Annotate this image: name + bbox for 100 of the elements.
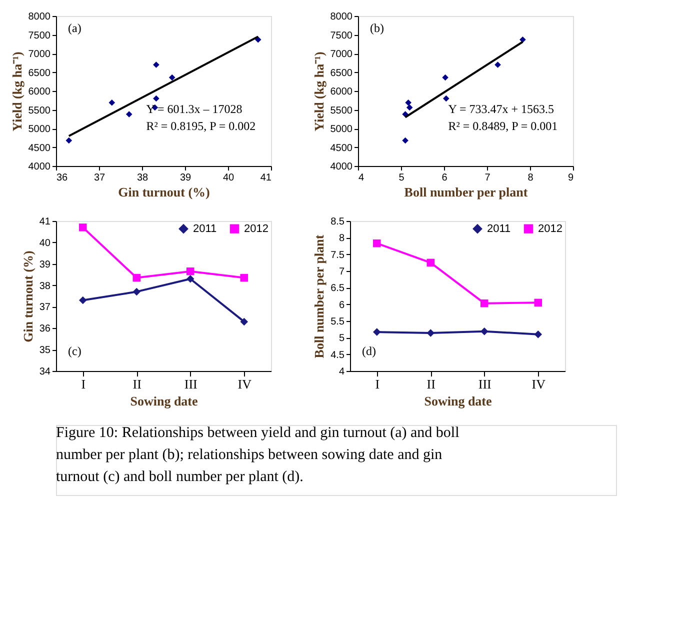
y-tick-label: 6000	[330, 86, 353, 98]
x-tick-label: I	[375, 376, 380, 392]
x-tick-label: IV	[532, 376, 546, 392]
y-tick-label: 6500	[330, 68, 353, 79]
x-axis-title: Sowing date	[130, 394, 198, 408]
point	[494, 62, 501, 68]
y-tick-label: 8	[338, 233, 345, 244]
legend-label: 2011	[193, 222, 217, 235]
point	[79, 224, 87, 232]
x-tick-label: I	[81, 376, 86, 392]
point	[132, 288, 140, 296]
y-tick-label: 40	[39, 238, 51, 249]
y-tick-label: 6500	[28, 68, 51, 79]
y-axis-title: Yield (kg ha⁻¹)	[9, 52, 24, 132]
x-tick-label: II	[132, 376, 142, 392]
y-tick-label: 5000	[330, 124, 353, 135]
annotation: (d)	[362, 344, 376, 358]
y-tick-label: 4000	[28, 162, 51, 172]
y-tick-label: 7.5	[330, 250, 345, 261]
point	[426, 258, 434, 267]
point	[186, 274, 194, 283]
x-tick-label: 9	[568, 172, 574, 184]
y-tick-label: 4.5	[330, 350, 345, 361]
y-axis-title: Gin turnout (%)	[20, 250, 36, 342]
annotation: R² = 0.8489, P = 0.001	[448, 119, 558, 133]
point	[373, 328, 381, 336]
y-axis-title: Boll number per plant	[312, 234, 327, 358]
x-axis-title: Sowing date	[424, 394, 492, 408]
annotation: Y = 601.3x – 17028	[146, 102, 242, 116]
y-tick-label: 6.5	[330, 283, 345, 294]
point	[405, 99, 412, 106]
y-tick-label: 6000	[28, 86, 51, 98]
x-tick-label: 37	[94, 172, 106, 184]
x-tick-label: 6	[442, 172, 448, 184]
y-tick-label: 4	[338, 366, 345, 378]
y-tick-label: 7500	[330, 30, 353, 42]
point	[534, 298, 542, 307]
point	[373, 239, 381, 248]
x-axis-title: Gin turnout (%)	[118, 184, 210, 200]
y-tick-label: 6	[338, 300, 345, 311]
y-tick-label: 39	[39, 259, 51, 270]
x-tick-label: III	[184, 376, 198, 392]
annotation: (a)	[68, 21, 82, 35]
point	[442, 95, 450, 102]
y-tick-label: 7	[338, 266, 345, 278]
y-tick-label: 7500	[28, 30, 51, 42]
y-tick-label: 5500	[330, 105, 353, 116]
x-tick-label: III	[478, 376, 492, 392]
y-tick-label: 36	[39, 324, 51, 335]
y-tick-label: 8000	[330, 12, 353, 22]
y-tick-label: 8000	[28, 12, 51, 22]
y-tick-label: 4000	[330, 162, 353, 172]
point	[402, 137, 408, 144]
point	[480, 327, 488, 336]
x-tick-label: 7	[484, 172, 491, 184]
x-tick-label: 41	[260, 172, 272, 184]
x-tick-label: IV	[238, 376, 252, 392]
point	[534, 330, 542, 338]
y-axis-title: Yield (kg ha⁻¹)	[311, 52, 326, 132]
x-tick-label: II	[426, 376, 436, 392]
point	[426, 329, 434, 337]
annotation: Y = 733.47x + 1563.5	[448, 102, 554, 116]
legend-label: 2012	[538, 222, 562, 235]
y-tick-label: 4500	[28, 142, 51, 154]
x-axis-title: Boll number per plant	[404, 184, 528, 200]
y-tick-label: 5.5	[330, 316, 345, 328]
y-tick-label: 34	[39, 366, 51, 378]
point	[520, 36, 526, 43]
point	[442, 74, 448, 81]
caption: Figure 10: Relationships between yield and gin turnout (a) and boll number per plant (b); relationships between sowing date and gin turnout (c) and boll number per plant (d).	[56, 425, 460, 485]
y-tick-label: 37	[39, 302, 51, 314]
y-tick-label: 35	[39, 345, 51, 356]
legend-label: 2011	[487, 222, 511, 235]
x-tick-label: 38	[136, 172, 148, 184]
point	[132, 274, 140, 282]
point	[79, 296, 87, 304]
y-tick-label: 41	[39, 216, 51, 228]
y-tick-label: 5000	[28, 124, 51, 135]
y-tick-label: 38	[39, 280, 51, 292]
annotation: R² = 0.8195, P = 0.002	[146, 119, 256, 133]
y-tick-label: 5500	[28, 105, 51, 116]
annotation: (c)	[68, 344, 82, 358]
annotation: (b)	[370, 21, 384, 35]
point	[480, 299, 488, 308]
x-tick-label: 8	[528, 172, 534, 184]
point	[240, 274, 248, 282]
x-tick-label: 39	[180, 172, 192, 184]
point	[406, 104, 413, 111]
y-tick-label: 4500	[330, 142, 353, 154]
point	[186, 267, 194, 276]
x-tick-label: 4	[358, 172, 364, 184]
point	[240, 318, 248, 326]
y-tick-label: 8.5	[330, 216, 345, 228]
y-tick-label: 7000	[28, 49, 51, 60]
y-tick-label: 7000	[330, 49, 353, 60]
x-tick-label: 36	[56, 172, 68, 184]
x-tick-label: 40	[222, 172, 234, 184]
x-tick-label: 5	[398, 172, 405, 184]
y-tick-label: 5	[338, 333, 345, 344]
legend-label: 2012	[244, 222, 268, 235]
